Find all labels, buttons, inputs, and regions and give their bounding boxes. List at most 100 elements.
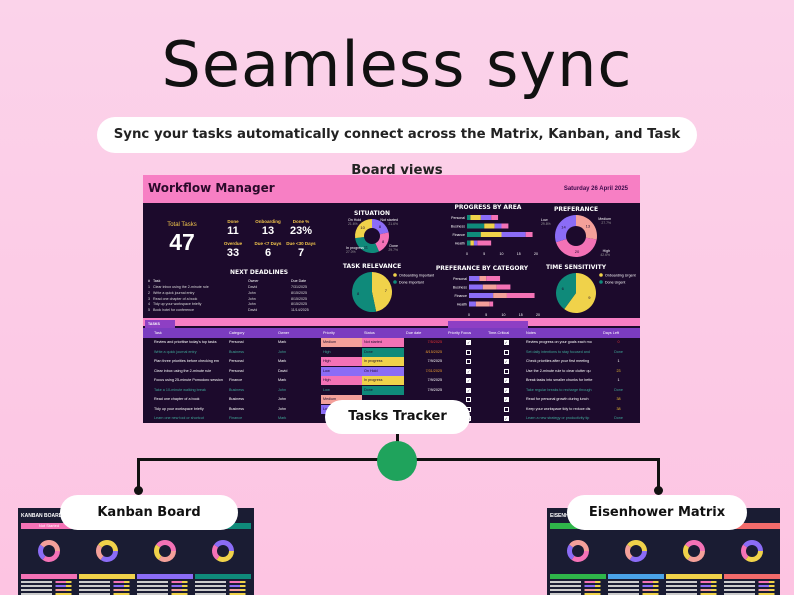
checkbox[interactable]: ✓ [466,378,471,383]
bar-segment [525,232,533,237]
deadline-header: Task [153,279,161,283]
bar-segment [489,301,494,307]
checkbox[interactable]: ✓ [503,340,509,345]
header-highlight [448,321,528,328]
slice-percent: 21.6% [348,222,358,226]
deadline-cell: John [248,290,256,295]
checkbox[interactable] [466,349,471,355]
checkbox[interactable] [503,406,509,412]
table-cell-owner[interactable]: David [278,368,288,373]
table-cell-category[interactable]: Business [229,397,244,401]
slice-percent: 42.6% [600,253,610,257]
checkbox[interactable] [466,359,471,364]
table-cell-owner[interactable]: John [278,349,286,354]
table-row [137,593,193,595]
checkbox[interactable]: ✓ [466,340,471,345]
table-cell-priority[interactable]: High [321,376,362,385]
axis-tick: 20 [534,252,538,256]
checkbox[interactable]: ✓ [503,378,509,383]
checkbox[interactable]: ✓ [503,397,509,402]
slice-value: 20 [575,249,580,254]
table-cell-priority[interactable]: High [321,357,362,366]
slice-label: High [603,249,610,253]
checkbox[interactable]: ✓ [503,359,509,364]
table-cell-priority[interactable]: High [323,349,331,354]
slice-value: 14 [561,224,566,229]
total-tasks-value: 47 [169,229,195,255]
table-cell-category[interactable]: Personal [229,359,244,363]
hero-subtitle: Sync your tasks automatically connect ac… [97,117,697,178]
table-cell-category[interactable]: Business [229,349,244,354]
table-row [608,585,664,587]
column-header[interactable]: Days Left [603,330,620,335]
table-cell-notes: Learn a new strategy or productivity tip [526,416,590,420]
table-cell-status[interactable]: Not started [362,338,404,347]
deadline-cell: David [248,285,258,289]
table-cell-status[interactable]: Done [362,385,404,395]
column-header[interactable]: Priority [323,330,335,335]
checkbox[interactable] [503,368,509,374]
checkbox[interactable]: ✓ [503,416,509,421]
table-cell-owner[interactable]: Mark [278,340,287,344]
column-header[interactable]: Owner [278,330,290,335]
axis-tick: 10 [502,313,506,317]
table-cell-priority[interactable]: Low [321,366,362,376]
column-header[interactable]: Task [154,330,162,335]
table-cell-owner[interactable]: John [278,397,286,401]
column-header[interactable]: Time-Critical [488,330,510,335]
table-cell-days: 1 [617,378,620,382]
bar-segment [496,284,511,290]
table-cell-category[interactable]: Business [229,387,244,392]
table-cell-category[interactable]: Personal [229,368,244,373]
table-cell-priority[interactable]: Low [323,387,330,392]
checkbox[interactable] [503,349,509,355]
table-row [724,581,780,583]
table-cell-category[interactable]: Finance [229,416,243,420]
table-row [724,593,780,595]
table-cell-status[interactable]: In progress [362,376,404,385]
axis-tick: 10 [500,252,504,256]
table-cell-due: 7/9/2025 [427,387,442,392]
checkbox[interactable]: ✓ [503,387,509,393]
kanban-board-label[interactable]: Kanban Board [60,495,238,530]
table-cell-status[interactable]: In progress [362,357,404,366]
table-cell-owner[interactable]: Mark [278,378,287,382]
table-cell-status[interactable]: Done [362,347,404,357]
tasks-tracker-label[interactable]: Tasks Tracker [325,400,470,434]
column-header[interactable]: Category [229,330,245,335]
table-cell-category[interactable]: Finance [229,378,243,382]
table-cell-priority[interactable]: Medium [321,395,362,404]
connector-left [137,458,140,490]
table-cell-category[interactable]: Business [229,406,244,411]
bar-segment [470,240,474,246]
table-cell-owner[interactable]: Mark [278,359,287,363]
checkbox[interactable]: ✓ [466,368,471,374]
tasks-tab[interactable]: TASKS [145,320,175,328]
column-header[interactable]: Status [364,330,375,335]
table-cell-notes: Take regular breaks to recharge through [526,387,592,392]
eisenhower-matrix-label[interactable]: Eisenhower Matrix [567,495,747,530]
checkbox[interactable]: ✓ [466,387,471,393]
table-cell-status[interactable]: On Hold [362,366,404,376]
table-cell-owner[interactable]: John [278,406,286,411]
axis-tick: 5 [485,313,487,317]
column-header[interactable]: Notes [526,330,536,335]
donut-hole [364,228,380,244]
table-cell-category[interactable]: Personal [229,340,244,344]
legend-marker [393,273,397,277]
pie-slice [555,236,597,258]
column-header[interactable]: Due date [406,330,422,335]
table-cell-priority[interactable]: Medium [321,338,362,347]
table-cell-owner[interactable]: John [278,387,286,392]
table-cell-owner[interactable]: Mark [278,416,287,420]
table-header-bar [724,574,780,579]
stat-label: Overdue [223,241,243,246]
connector-top [396,430,399,445]
column-header[interactable]: Priority Focus [448,330,472,335]
deadline-cell: Write a quick journal entry [153,290,195,295]
axis-tick: 0 [468,313,470,317]
deadline-cell: 7/31/2025 [291,285,307,289]
checkbox[interactable] [466,397,471,402]
table-row [195,593,251,595]
pie-slice [352,272,377,312]
